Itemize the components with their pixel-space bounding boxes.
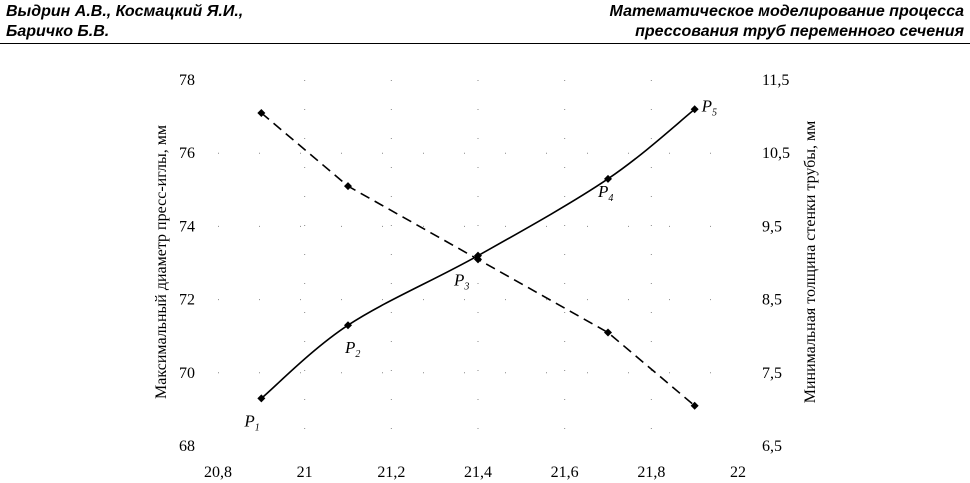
data-point-marker	[344, 182, 352, 191]
x-tick-label: 20,8	[204, 464, 232, 481]
y-right-tick-label: 10,5	[762, 145, 790, 162]
data-point-marker	[474, 255, 482, 264]
data-point-marker	[257, 394, 266, 403]
y-right-tick-label: 7,5	[762, 365, 782, 382]
chart-series	[257, 105, 699, 410]
x-tick-label: 22	[730, 464, 746, 481]
point-label: P4	[597, 182, 613, 204]
x-tick-label: 21,6	[551, 464, 579, 481]
x-tick-labels: 20,8 21 21,2 21,4 21,6 21,8 22	[204, 464, 746, 481]
header-title: Математическое моделирование процесса пр…	[610, 2, 964, 42]
header-authors-line2: Баричко Б.В.	[6, 23, 110, 40]
x-tick-label: 21,4	[464, 464, 492, 481]
y-left-tick-label: 76	[179, 145, 195, 162]
y-left-tick-label: 78	[179, 72, 195, 89]
y-left-tick-label: 68	[179, 438, 195, 455]
y-left-tick-label: 70	[179, 365, 195, 382]
x-tick-label: 21,2	[377, 464, 405, 481]
point-label-sub: 4	[608, 193, 613, 204]
header-authors-line1: Выдрин А.В., Космацкий Я.И.,	[6, 3, 244, 20]
point-label-sub: 3	[463, 282, 469, 293]
header-title-line2: прессования труб переменного сечения	[635, 23, 964, 40]
x-tick-label: 21,8	[637, 464, 665, 481]
header-authors: Выдрин А.В., Космацкий Я.И., Баричко Б.В…	[6, 2, 243, 42]
point-label: P3	[453, 271, 469, 293]
data-point-marker	[604, 328, 612, 337]
data-point-marker	[690, 401, 699, 410]
data-point-marker	[344, 321, 352, 330]
y-left-tick-label: 72	[179, 292, 195, 309]
y-left-tick-labels: 68 70 72 74 76 78	[179, 72, 195, 455]
header-rule	[0, 43, 970, 44]
point-label-sub: 5	[712, 107, 717, 118]
point-label-main: P	[597, 182, 608, 201]
point-label-main: P	[701, 96, 712, 115]
y-left-axis-label: Максимальный диаметр пресс-иглы, мм	[153, 125, 170, 399]
x-tick-label: 21	[297, 464, 313, 481]
header-title-line1: Математическое моделирование процесса	[609, 3, 964, 20]
point-label-main: P	[243, 411, 254, 430]
y-right-tick-label: 11,5	[762, 72, 789, 89]
y-right-tick-label: 6,5	[762, 438, 782, 455]
point-label: P5	[701, 96, 717, 118]
y-right-tick-labels: 6,5 7,5 8,5 9,5 10,5 11,5	[762, 72, 790, 455]
y-right-axis-label: Минимальная толщина стенки трубы, мм	[802, 121, 819, 404]
point-label: P1	[243, 411, 259, 433]
data-point-marker	[257, 108, 266, 117]
point-label: P2	[344, 338, 360, 360]
data-point-marker	[604, 174, 612, 183]
y-left-tick-label: 74	[179, 218, 195, 235]
point-label-sub: 2	[355, 349, 360, 360]
point-label-sub: 1	[255, 422, 260, 433]
data-point-marker	[690, 105, 699, 114]
y-right-tick-label: 9,5	[762, 218, 782, 235]
point-label-main: P	[344, 338, 355, 357]
y-right-tick-label: 8,5	[762, 292, 782, 309]
point-label-main: P	[453, 271, 464, 290]
